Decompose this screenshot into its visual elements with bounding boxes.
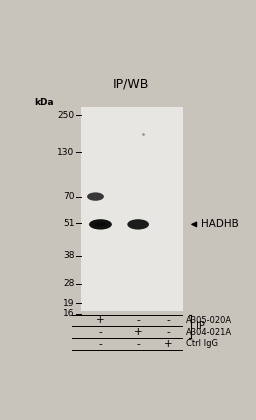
Text: -: - xyxy=(99,339,102,349)
Text: 130: 130 xyxy=(57,148,75,157)
Text: 16: 16 xyxy=(63,310,75,318)
Text: HADHB: HADHB xyxy=(201,219,238,229)
Ellipse shape xyxy=(95,223,106,226)
Text: 19: 19 xyxy=(63,299,75,308)
Text: A304-021A: A304-021A xyxy=(186,328,232,336)
Text: -: - xyxy=(166,327,170,337)
Text: 70: 70 xyxy=(63,192,75,201)
Text: 250: 250 xyxy=(58,110,75,120)
Ellipse shape xyxy=(127,219,149,230)
Text: 38: 38 xyxy=(63,251,75,260)
Text: +: + xyxy=(134,327,142,337)
Text: -: - xyxy=(99,327,102,337)
Text: IP/WB: IP/WB xyxy=(113,78,150,91)
Text: Ctrl IgG: Ctrl IgG xyxy=(186,339,218,348)
Text: -: - xyxy=(166,315,170,326)
Text: 28: 28 xyxy=(63,279,75,289)
Text: -: - xyxy=(136,315,140,326)
Bar xyxy=(81,107,183,311)
Text: A305-020A: A305-020A xyxy=(186,316,232,325)
Text: 51: 51 xyxy=(63,219,75,228)
Ellipse shape xyxy=(87,192,104,201)
Text: kDa: kDa xyxy=(34,97,54,107)
Text: +: + xyxy=(164,339,172,349)
Text: -: - xyxy=(136,339,140,349)
Text: IP: IP xyxy=(196,321,205,331)
Ellipse shape xyxy=(89,219,112,230)
Text: +: + xyxy=(96,315,105,326)
